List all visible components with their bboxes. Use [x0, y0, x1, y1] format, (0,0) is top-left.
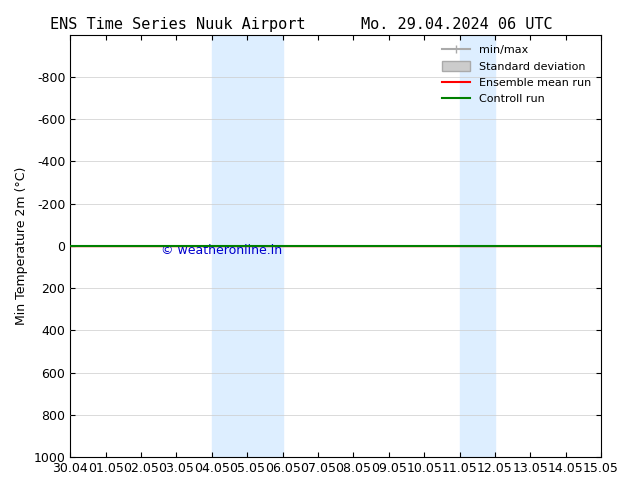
- Y-axis label: Min Temperature 2m (°C): Min Temperature 2m (°C): [15, 167, 28, 325]
- Text: ENS Time Series Nuuk Airport: ENS Time Series Nuuk Airport: [50, 17, 305, 32]
- Text: Mo. 29.04.2024 06 UTC: Mo. 29.04.2024 06 UTC: [361, 17, 552, 32]
- Bar: [212, 35, 283, 457]
- Bar: [460, 35, 495, 457]
- Text: © weatheronline.in: © weatheronline.in: [160, 244, 281, 257]
- Legend: min/max, Standard deviation, Ensemble mean run, Controll run: min/max, Standard deviation, Ensemble me…: [437, 40, 595, 109]
